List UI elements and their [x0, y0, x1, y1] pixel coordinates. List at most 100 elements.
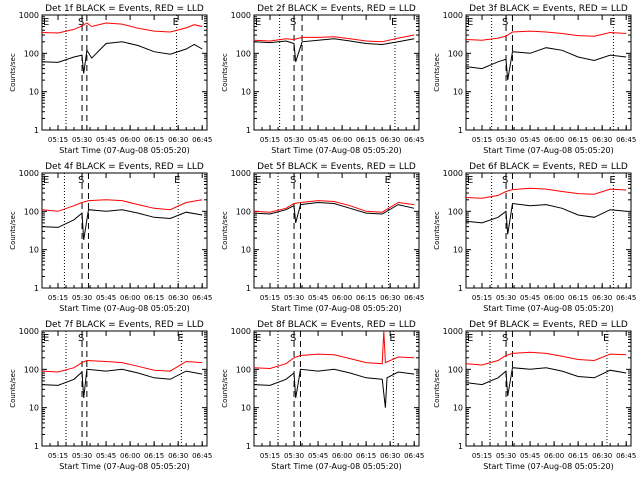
plot-frame [253, 172, 420, 289]
y-tick-label: 100 [448, 365, 463, 374]
marker-label: E [609, 175, 615, 186]
x-tick-label: 05:45 [520, 294, 540, 302]
y-tick-label: 1000 [443, 169, 463, 178]
x-tick-label: 05:15 [472, 136, 492, 144]
panel-det-8: Det 8f BLACK = Events, RED = LLD 1 10 100 10… [221, 320, 424, 471]
panel-det-4: Det 4f BLACK = Events, RED = LLD 1 10 100 10… [9, 162, 212, 313]
x-tick-label: 06:45 [404, 136, 424, 144]
x-tick-label: 05:45 [308, 136, 328, 144]
plot-frame [41, 14, 208, 131]
x-tick-label: 06:00 [332, 452, 352, 460]
x-tick-label: 05:45 [520, 136, 540, 144]
marker-label: E [467, 175, 473, 186]
x-tick-label: 06:00 [544, 294, 564, 302]
x-tick-label: 05:45 [96, 452, 116, 460]
x-axis-label: Start Time (07-Aug-08 05:05:20) [483, 304, 614, 313]
series-line-lld [41, 22, 203, 34]
x-tick-label: 05:30 [72, 294, 92, 302]
x-tick-label: 06:15 [568, 294, 588, 302]
series-line-lld [41, 359, 203, 373]
x-tick-label: 05:30 [284, 452, 304, 460]
y-axis-label: Counts/sec [221, 211, 229, 250]
series-line-events [465, 367, 627, 397]
y-tick-label: 100 [24, 365, 39, 374]
marker-label: E [385, 175, 391, 186]
series-line-lld [465, 351, 627, 366]
marker-label: E [43, 17, 49, 28]
marker-label: S [502, 333, 508, 344]
y-tick-label: 1 [34, 442, 39, 451]
y-tick-label: 10 [29, 246, 39, 255]
x-tick-label: 06:15 [356, 452, 376, 460]
y-axis-label: Counts/sec [9, 369, 17, 408]
y-tick-label: 10 [453, 246, 463, 255]
series-line-lld [253, 330, 415, 370]
y-tick-label: 10 [453, 404, 463, 413]
y-tick-label: 1000 [19, 169, 39, 178]
marker-label: E [174, 175, 180, 186]
panel-title: Det 4f BLACK = Events, RED = LLD [45, 162, 204, 172]
x-tick-label: 05:15 [48, 294, 68, 302]
series-line-events [41, 368, 203, 398]
panel-det-7: Det 7f BLACK = Events, RED = LLD 1 10 100 10… [9, 320, 212, 471]
x-tick-label: 06:30 [592, 294, 612, 302]
y-tick-label: 1000 [231, 327, 251, 336]
series-line-events [253, 38, 415, 62]
x-tick-label: 06:30 [592, 452, 612, 460]
series-line-events [253, 201, 415, 224]
y-tick-label: 1000 [443, 327, 463, 336]
series-line-lld [253, 34, 415, 43]
x-tick-label: 06:45 [616, 452, 636, 460]
x-tick-label: 06:30 [168, 136, 188, 144]
marker-label: E [43, 333, 49, 344]
marker-label: S [502, 175, 508, 186]
marker-label: E [177, 333, 183, 344]
x-tick-label: 06:15 [356, 136, 376, 144]
marker-label: E [255, 17, 261, 28]
y-tick-label: 10 [29, 88, 39, 97]
panel-det-3: Det 3f BLACK = Events, RED = LLD 1 10 100 10… [433, 4, 636, 155]
x-tick-label: 06:15 [144, 452, 164, 460]
x-tick-label: 05:15 [260, 294, 280, 302]
y-axis-label: Counts/sec [433, 211, 441, 250]
series-line-events [465, 47, 627, 81]
marker-label: E [255, 175, 261, 186]
x-axis-label: Start Time (07-Aug-08 05:05:20) [483, 146, 614, 155]
x-tick-label: 05:30 [284, 136, 304, 144]
panel-title: Det 2f BLACK = Events, RED = LLD [257, 4, 416, 14]
x-tick-label: 06:00 [544, 452, 564, 460]
marker-label: E [467, 17, 473, 28]
y-tick-label: 1000 [19, 11, 39, 20]
x-tick-label: 06:00 [120, 294, 140, 302]
marker-label: E [43, 175, 49, 186]
y-tick-label: 100 [24, 49, 39, 58]
y-tick-label: 1000 [443, 11, 463, 20]
plot-frame [253, 330, 420, 447]
y-tick-label: 1 [246, 126, 251, 135]
panel-title: Det 1f BLACK = Events, RED = LLD [45, 4, 204, 14]
x-axis-label: Start Time (07-Aug-08 05:05:20) [59, 146, 190, 155]
x-tick-label: 05:45 [96, 294, 116, 302]
y-tick-label: 100 [236, 207, 251, 216]
y-tick-label: 100 [236, 49, 251, 58]
x-tick-label: 05:45 [308, 294, 328, 302]
x-tick-label: 05:15 [472, 452, 492, 460]
y-tick-label: 1000 [19, 327, 39, 336]
series-line-events [41, 209, 203, 240]
panel-title: Det 7f BLACK = Events, RED = LLD [45, 320, 204, 330]
y-axis-label: Counts/sec [9, 211, 17, 250]
panel-det-9: Det 9f BLACK = Events, RED = LLD 1 10 100 10… [433, 320, 636, 471]
x-tick-label: 05:30 [72, 136, 92, 144]
y-tick-label: 10 [453, 88, 463, 97]
marker-label: S [78, 17, 84, 28]
plot-frame [253, 14, 420, 131]
series-line-lld [465, 187, 627, 199]
marker-label: E [173, 17, 179, 28]
y-axis-label: Counts/sec [9, 53, 17, 92]
x-tick-label: 06:45 [192, 452, 212, 460]
x-tick-label: 06:30 [380, 452, 400, 460]
x-tick-label: 05:30 [496, 136, 516, 144]
x-tick-label: 06:00 [120, 136, 140, 144]
x-tick-label: 06:45 [192, 294, 212, 302]
y-tick-label: 100 [448, 207, 463, 216]
